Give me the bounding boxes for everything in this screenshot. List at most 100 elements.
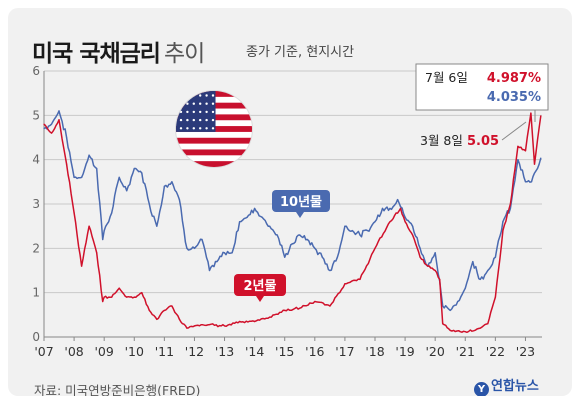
- data-point: [103, 296, 105, 298]
- data-point: [126, 190, 128, 192]
- data-point: [427, 265, 429, 267]
- data-point: [399, 207, 402, 210]
- x-tick-label: '09: [95, 344, 114, 359]
- data-point: [186, 247, 188, 249]
- x-tick-label: '15: [275, 344, 294, 359]
- data-point: [284, 309, 286, 311]
- data-point: [88, 154, 90, 156]
- data-point: [351, 230, 354, 232]
- data-point: [178, 318, 181, 320]
- data-point: [178, 198, 181, 201]
- data-point: [419, 247, 421, 249]
- data-point: [374, 247, 376, 249]
- x-tick-label: '12: [185, 344, 204, 359]
- y-tick-label: 6: [32, 64, 40, 78]
- data-point: [291, 243, 293, 245]
- data-point: [344, 283, 346, 285]
- data-point: [58, 119, 60, 121]
- data-point: [96, 167, 98, 170]
- data-point: [314, 247, 316, 249]
- data-point: [133, 296, 135, 298]
- data-point: [502, 221, 504, 223]
- data-point: [494, 296, 496, 298]
- publisher-logo: Y 연합뉴스: [474, 375, 539, 396]
- data-point: [434, 269, 436, 272]
- series-layer: [43, 110, 542, 334]
- x-axis: '07 '08 '09 '10 '11 '12 '13 '14 '15 '16 '17 '18 '19 '…: [34, 337, 535, 359]
- label-10y: 10년물: [272, 190, 330, 218]
- data-point: [314, 300, 316, 303]
- data-point: [58, 110, 60, 112]
- annotation-blue-value: 4.035%: [487, 90, 541, 105]
- data-point: [359, 234, 361, 236]
- data-point: [65, 163, 68, 165]
- x-tick-label: '18: [365, 344, 384, 359]
- source-note: 자료: 미국연방준비은행(FRED): [34, 383, 201, 396]
- data-point: [238, 320, 241, 323]
- data-point: [261, 216, 263, 218]
- data-point: [73, 176, 75, 178]
- data-point: [133, 167, 135, 170]
- data-point: [148, 309, 150, 311]
- data-point: [374, 221, 376, 223]
- data-point: [336, 256, 338, 258]
- data-point: [111, 296, 113, 298]
- label-10y-text: 10년물: [280, 195, 322, 210]
- data-point: [43, 123, 45, 125]
- data-point: [344, 225, 346, 227]
- data-point: [223, 252, 226, 254]
- logo-icon: Y: [474, 382, 489, 396]
- y-tick-label: 2: [32, 241, 40, 255]
- data-point: [464, 331, 466, 333]
- y-tick-label: 1: [32, 286, 40, 300]
- data-point: [487, 269, 489, 272]
- data-point: [231, 252, 233, 254]
- data-point: [163, 309, 165, 311]
- data-point: [118, 287, 120, 289]
- data-point: [223, 325, 226, 327]
- data-point: [329, 305, 331, 307]
- title-suffix: 추이: [163, 41, 205, 67]
- data-point: [396, 198, 399, 201]
- x-tick-label: '14: [245, 344, 264, 359]
- data-point: [238, 221, 241, 223]
- data-point: [65, 136, 68, 139]
- label-2y: 2년물: [234, 274, 286, 302]
- data-point: [487, 323, 489, 325]
- data-point: [439, 278, 441, 280]
- x-tick-label: '07: [34, 344, 53, 359]
- x-tick-label: '23: [516, 344, 535, 359]
- data-point: [381, 207, 384, 210]
- series-line-10y: [43, 110, 542, 312]
- data-point: [533, 163, 536, 165]
- data-point: [412, 234, 414, 236]
- data-point: [306, 238, 308, 241]
- data-point: [50, 123, 53, 125]
- data-point: [246, 216, 248, 218]
- line-chart: 0 1 2 3 4 5 6 '07 '08 '09 '10 '11 '12 '13 '14 '15 '16 '1…: [32, 63, 549, 359]
- data-point: [509, 207, 512, 210]
- data-point: [419, 256, 421, 258]
- data-point: [171, 181, 173, 183]
- y-tick-label: 4: [32, 153, 40, 167]
- data-point: [50, 132, 53, 134]
- annotation-red-value: 4.987%: [487, 71, 541, 86]
- data-point: [524, 150, 527, 152]
- data-point: [156, 318, 158, 320]
- y-tick-label: 5: [32, 108, 40, 122]
- data-point: [540, 115, 542, 117]
- data-point: [102, 238, 104, 241]
- data-point: [404, 221, 406, 223]
- peak-value: 5.05: [467, 134, 499, 149]
- data-point: [103, 230, 105, 232]
- data-point: [434, 252, 436, 254]
- x-tick-label: '22: [486, 344, 505, 359]
- data-point: [530, 112, 532, 114]
- data-point: [163, 185, 165, 187]
- data-point: [254, 320, 256, 323]
- peak-date: 3월 8일: [420, 133, 463, 148]
- data-point: [96, 252, 98, 254]
- x-tick-label: '08: [64, 344, 83, 359]
- data-point: [141, 292, 143, 294]
